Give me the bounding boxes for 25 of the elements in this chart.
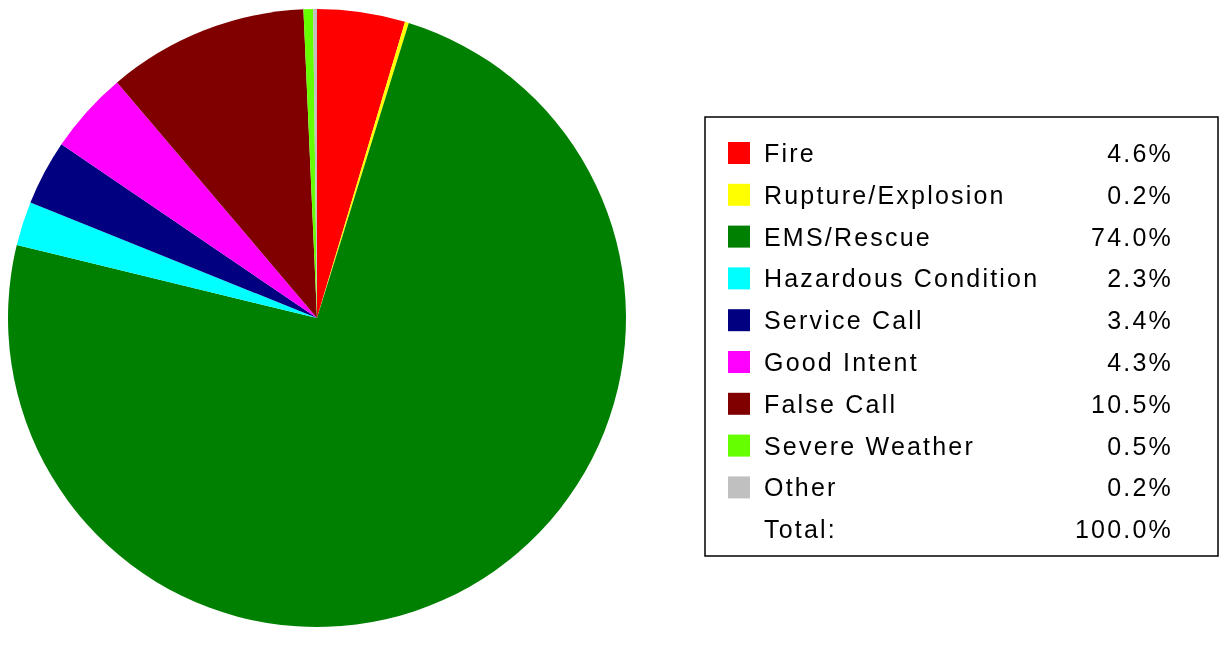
data-label: 4.6% xyxy=(1107,139,1173,167)
legend-label: EMS/Rescue xyxy=(764,222,932,251)
pie-slice xyxy=(61,82,317,318)
data-label: 74.0% xyxy=(1091,222,1173,251)
pie-slice xyxy=(16,202,317,318)
data-label: 2.3% xyxy=(1107,264,1173,293)
legend-label: False Call xyxy=(764,389,898,418)
legend-label: Service Call xyxy=(764,306,924,335)
pie-slice xyxy=(30,144,317,318)
data-label: 0.2% xyxy=(1107,180,1173,209)
data-label: 0.5% xyxy=(1107,431,1173,460)
text: Total: xyxy=(764,515,837,544)
legend-label: Hazardous Condition xyxy=(764,264,1040,293)
data-label: 3.4% xyxy=(1107,306,1173,335)
legend-label: Severe Weather xyxy=(764,431,975,460)
data-label: 4.3% xyxy=(1107,348,1173,376)
pie-slice xyxy=(8,22,626,627)
data-label: 0.2% xyxy=(1107,473,1173,502)
legend-label: Other xyxy=(764,473,838,502)
legend-label: Good Intent xyxy=(764,348,919,376)
legend-label: Rupture/Explosion xyxy=(764,180,1006,209)
data-label: 10.5% xyxy=(1091,389,1173,418)
pie-slice xyxy=(117,9,317,318)
legend-label: Fire xyxy=(764,139,816,167)
text: 100.0% xyxy=(1075,515,1173,544)
